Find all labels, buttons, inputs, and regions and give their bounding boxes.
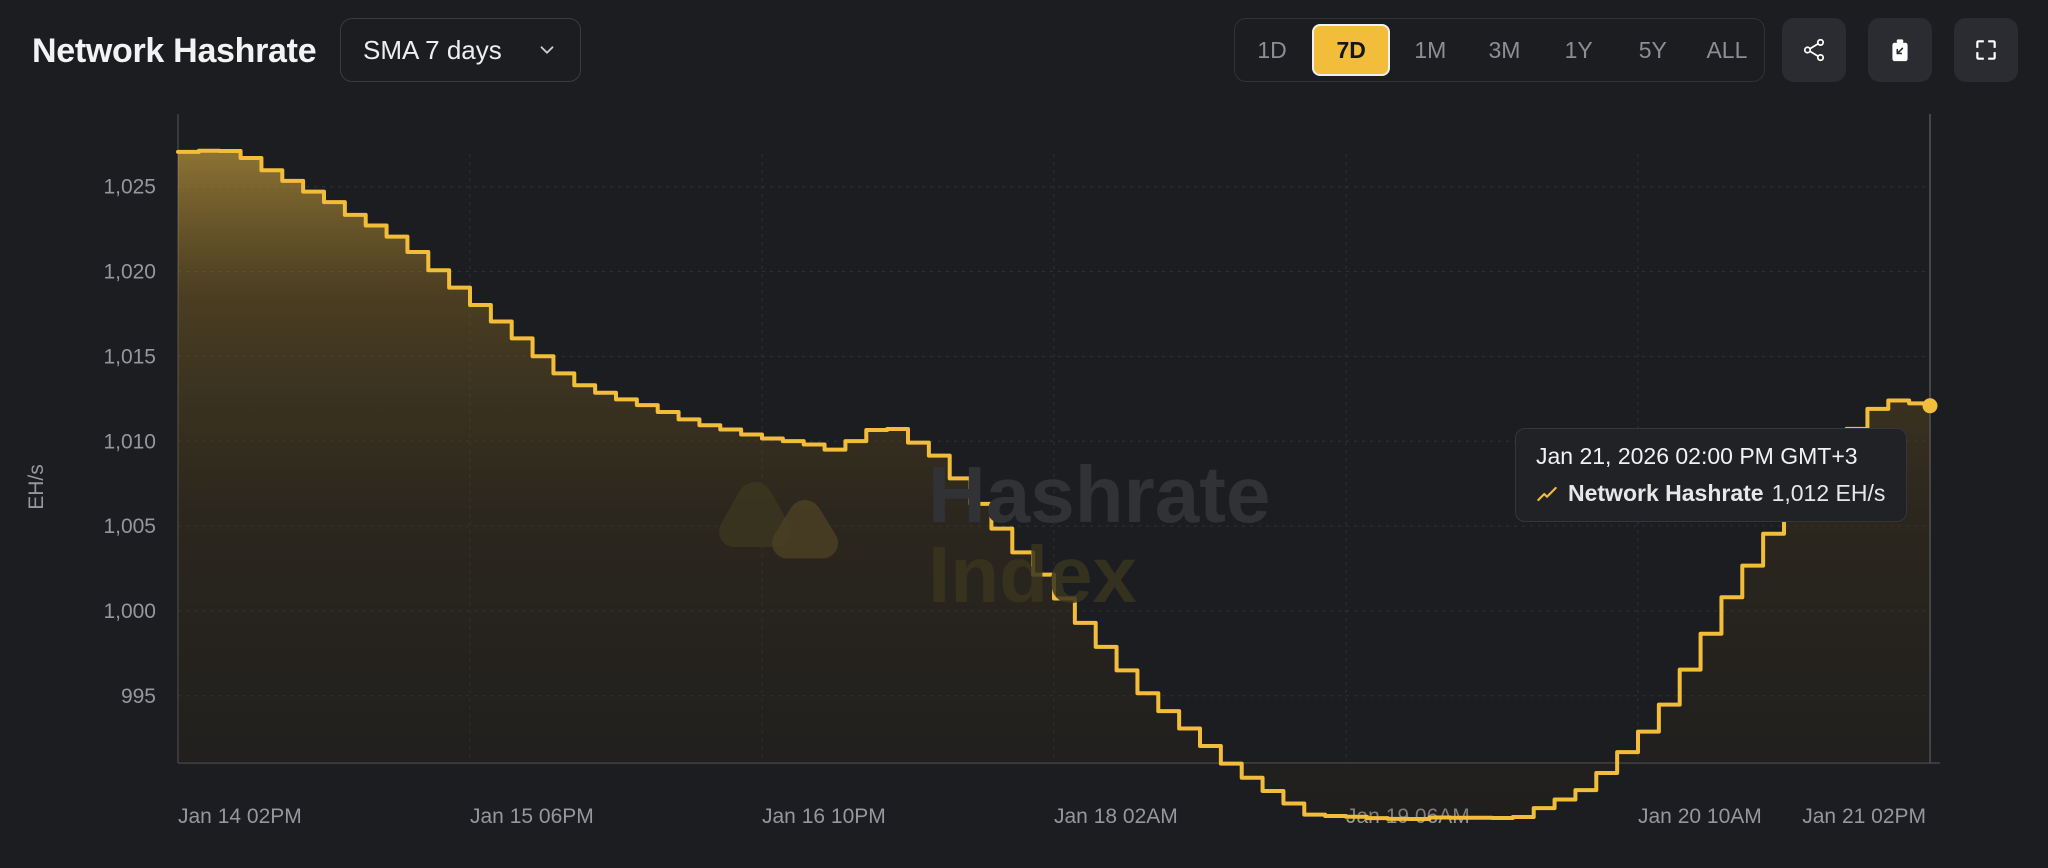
svg-text:1,015: 1,015 (103, 345, 156, 368)
svg-text:Jan 20 10AM: Jan 20 10AM (1638, 805, 1762, 828)
svg-text:1,020: 1,020 (103, 261, 156, 284)
svg-text:1,010: 1,010 (103, 430, 156, 453)
svg-text:1,025: 1,025 (103, 176, 156, 199)
svg-text:Jan 18 02AM: Jan 18 02AM (1054, 805, 1178, 828)
svg-text:1,000: 1,000 (103, 600, 156, 623)
svg-text:Jan 21 02PM: Jan 21 02PM (1802, 805, 1926, 828)
svg-text:Jan 15 06PM: Jan 15 06PM (470, 805, 594, 828)
svg-text:Jan 14 02PM: Jan 14 02PM (178, 805, 302, 828)
svg-text:Jan 16 10PM: Jan 16 10PM (762, 805, 886, 828)
svg-text:1,005: 1,005 (103, 515, 156, 538)
svg-text:995: 995 (121, 685, 156, 708)
